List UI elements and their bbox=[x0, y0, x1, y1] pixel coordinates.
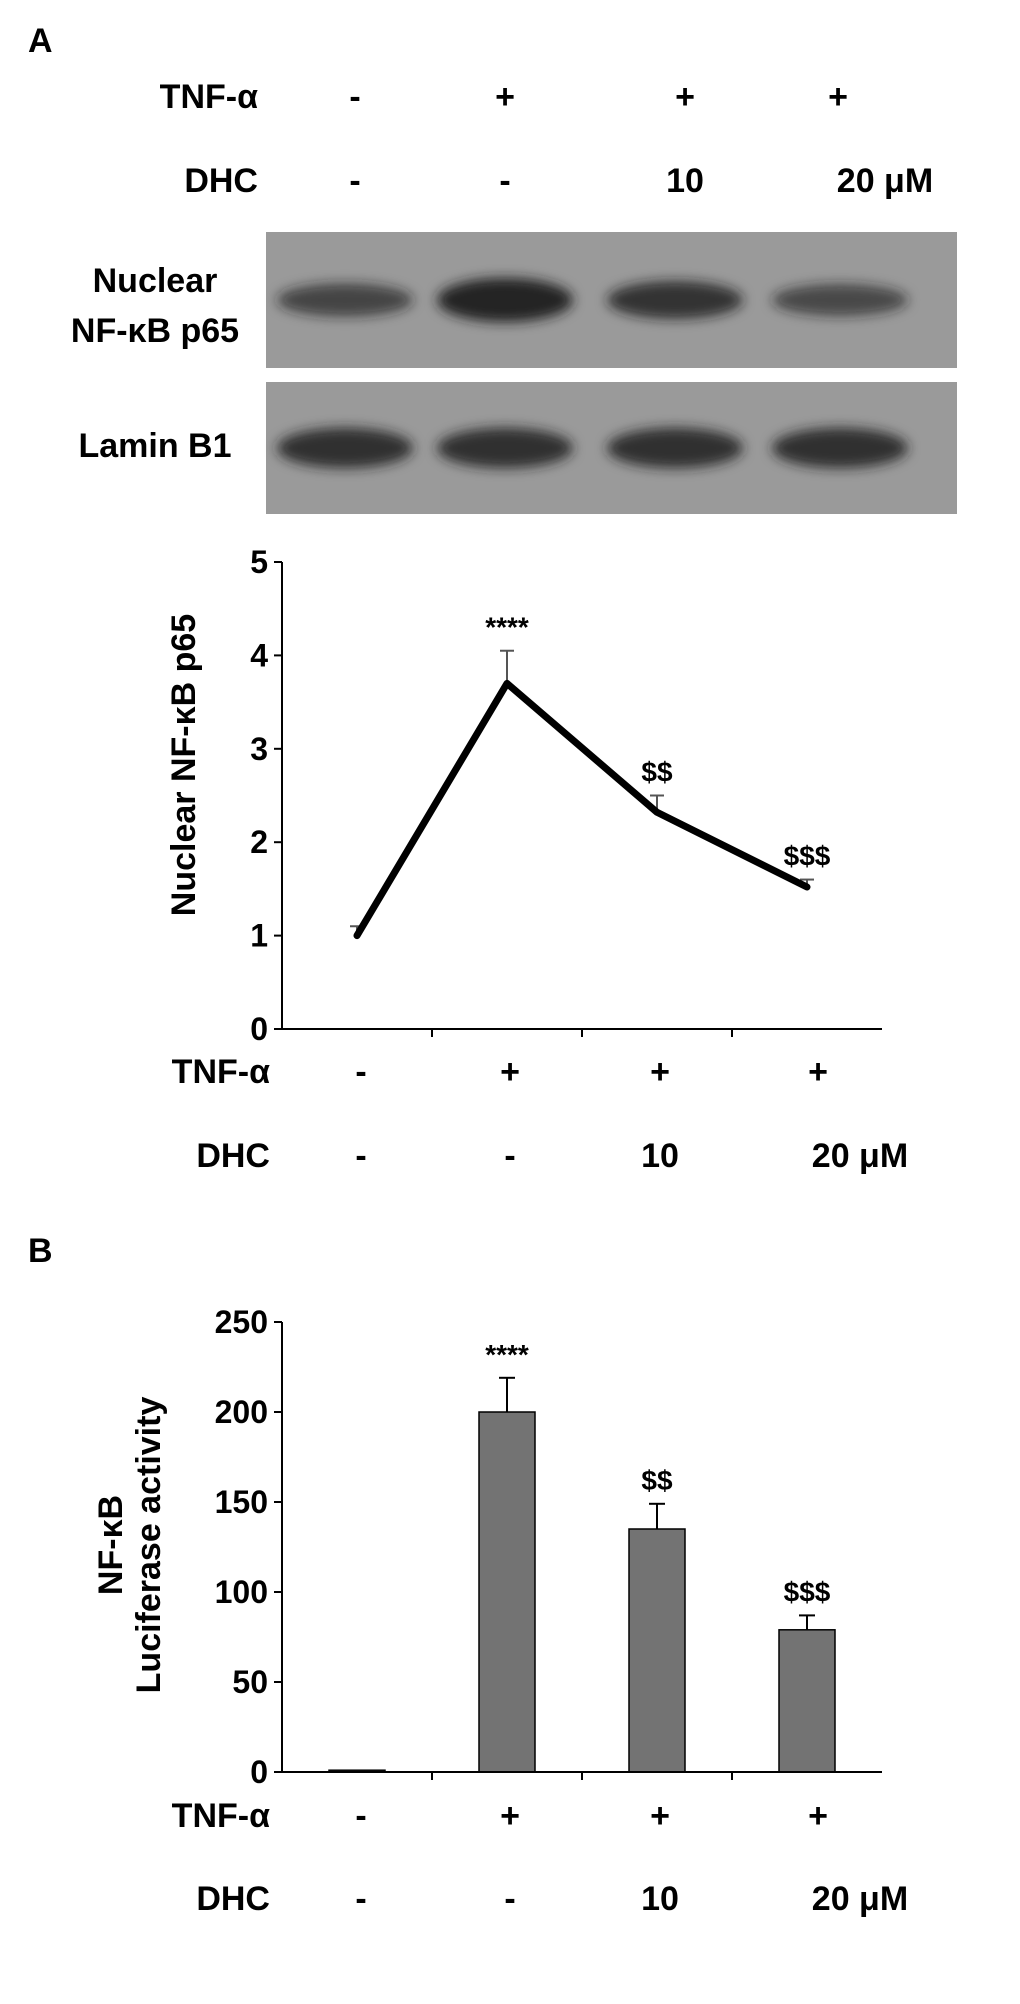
chart-b-bar bbox=[628, 1528, 686, 1773]
chart-b-y-tick-label: 250 bbox=[215, 1304, 268, 1340]
chart-a-y-tick-label: 4 bbox=[250, 637, 268, 673]
panel-b-letter: B bbox=[28, 1232, 53, 1270]
chart-a-data-point bbox=[804, 884, 810, 891]
chart-a-data-point bbox=[504, 680, 510, 687]
blot-band bbox=[437, 427, 573, 469]
blot-label-lamin: Lamin B1 bbox=[78, 427, 231, 465]
a-bottom-dhc-value: - bbox=[355, 1137, 366, 1175]
chart-a-y-tick-label: 0 bbox=[250, 1011, 268, 1047]
top-row-dhc-label: DHC bbox=[184, 162, 258, 200]
a-bottom-dhc-value: 20 μM bbox=[812, 1137, 908, 1175]
top-row-dhc-value: 20 μM bbox=[837, 162, 933, 200]
top-row-dhc-value: - bbox=[499, 162, 510, 200]
chart-b-significance-label: $$$ bbox=[784, 1576, 831, 1607]
b-bottom-tnf-value: + bbox=[808, 1797, 828, 1835]
panel-a-letter: A bbox=[28, 22, 53, 60]
chart-a-significance-label: $$$ bbox=[784, 841, 831, 872]
chart-a-data-point bbox=[654, 809, 660, 816]
chart-b-y-tick-label: 0 bbox=[250, 1754, 268, 1790]
blot-band bbox=[277, 283, 413, 317]
a-bottom-dhc-value: - bbox=[504, 1137, 515, 1175]
chart-b-ylabel-line1: NF-κB bbox=[92, 1495, 130, 1595]
top-row-tnf-value: + bbox=[675, 78, 695, 116]
blot-label-nuclear-line2: NF-κB p65 bbox=[71, 312, 239, 350]
b-bottom-tnf-value: + bbox=[500, 1797, 520, 1835]
chart-b-bar bbox=[778, 1629, 836, 1773]
a-bottom-tnf-label: TNF-α bbox=[172, 1053, 270, 1091]
chart-b-y-tick-label: 50 bbox=[232, 1664, 268, 1700]
chart-a-y-tick-label: 5 bbox=[250, 544, 268, 580]
chart-a-y-tick-label: 2 bbox=[250, 824, 268, 860]
chart-a-data-point bbox=[354, 932, 360, 939]
chart-b-ylabel-line2: Luciferase activity bbox=[130, 1397, 168, 1694]
b-bottom-tnf-value: - bbox=[355, 1797, 366, 1835]
chart-b: NF-κB Luciferase activity 0 50 100 150 200 25… bbox=[92, 1304, 882, 1790]
a-bottom-tnf-value: + bbox=[500, 1053, 520, 1091]
b-bottom-dhc-value: - bbox=[355, 1880, 366, 1918]
western-blot-images bbox=[266, 232, 957, 514]
b-bottom-dhc-label: DHC bbox=[196, 1880, 270, 1918]
blot-band bbox=[437, 278, 573, 322]
a-bottom-tnf-value: + bbox=[650, 1053, 670, 1091]
a-bottom-tnf-value: + bbox=[808, 1053, 828, 1091]
blot-label-nuclear-line1: Nuclear bbox=[93, 262, 218, 300]
chart-b-significance-label: $$ bbox=[641, 1465, 673, 1496]
blot-band bbox=[277, 427, 413, 469]
chart-a-y-tick-label: 1 bbox=[250, 918, 268, 954]
a-bottom-dhc-value: 10 bbox=[641, 1137, 679, 1175]
chart-a-y-tick-label: 3 bbox=[250, 731, 268, 767]
top-row-tnf-value: - bbox=[349, 78, 360, 116]
chart-a-significance-label: $$ bbox=[641, 757, 673, 788]
b-bottom-dhc-value: 10 bbox=[641, 1880, 679, 1918]
chart-b-y-tick-label: 200 bbox=[215, 1394, 268, 1430]
top-row-tnf-value: + bbox=[828, 78, 848, 116]
a-bottom-dhc-label: DHC bbox=[196, 1137, 270, 1175]
chart-b-significance-label: **** bbox=[485, 1339, 529, 1370]
chart-b-y-tick-label: 150 bbox=[215, 1484, 268, 1520]
b-bottom-dhc-value: 20 μM bbox=[812, 1880, 908, 1918]
top-row-tnf-value: + bbox=[495, 78, 515, 116]
chart-b-bar bbox=[478, 1411, 536, 1773]
chart-a-significance-label: **** bbox=[485, 612, 529, 643]
top-row-dhc-value: 10 bbox=[666, 162, 704, 200]
b-bottom-tnf-value: + bbox=[650, 1797, 670, 1835]
b-bottom-dhc-value: - bbox=[504, 1880, 515, 1918]
chart-a-series-line bbox=[353, 679, 811, 940]
blot-band bbox=[772, 284, 908, 316]
blot-band bbox=[772, 427, 908, 469]
blot-band bbox=[607, 427, 743, 469]
b-bottom-tnf-label: TNF-α bbox=[172, 1797, 270, 1835]
top-row-tnf-label: TNF-α bbox=[160, 78, 258, 116]
a-bottom-tnf-value: - bbox=[355, 1053, 366, 1091]
blot-band bbox=[607, 281, 743, 319]
top-row-dhc-value: - bbox=[349, 162, 360, 200]
chart-b-y-tick-label: 100 bbox=[215, 1574, 268, 1610]
chart-a-ylabel: Nuclear NF-κB p65 bbox=[165, 614, 203, 916]
